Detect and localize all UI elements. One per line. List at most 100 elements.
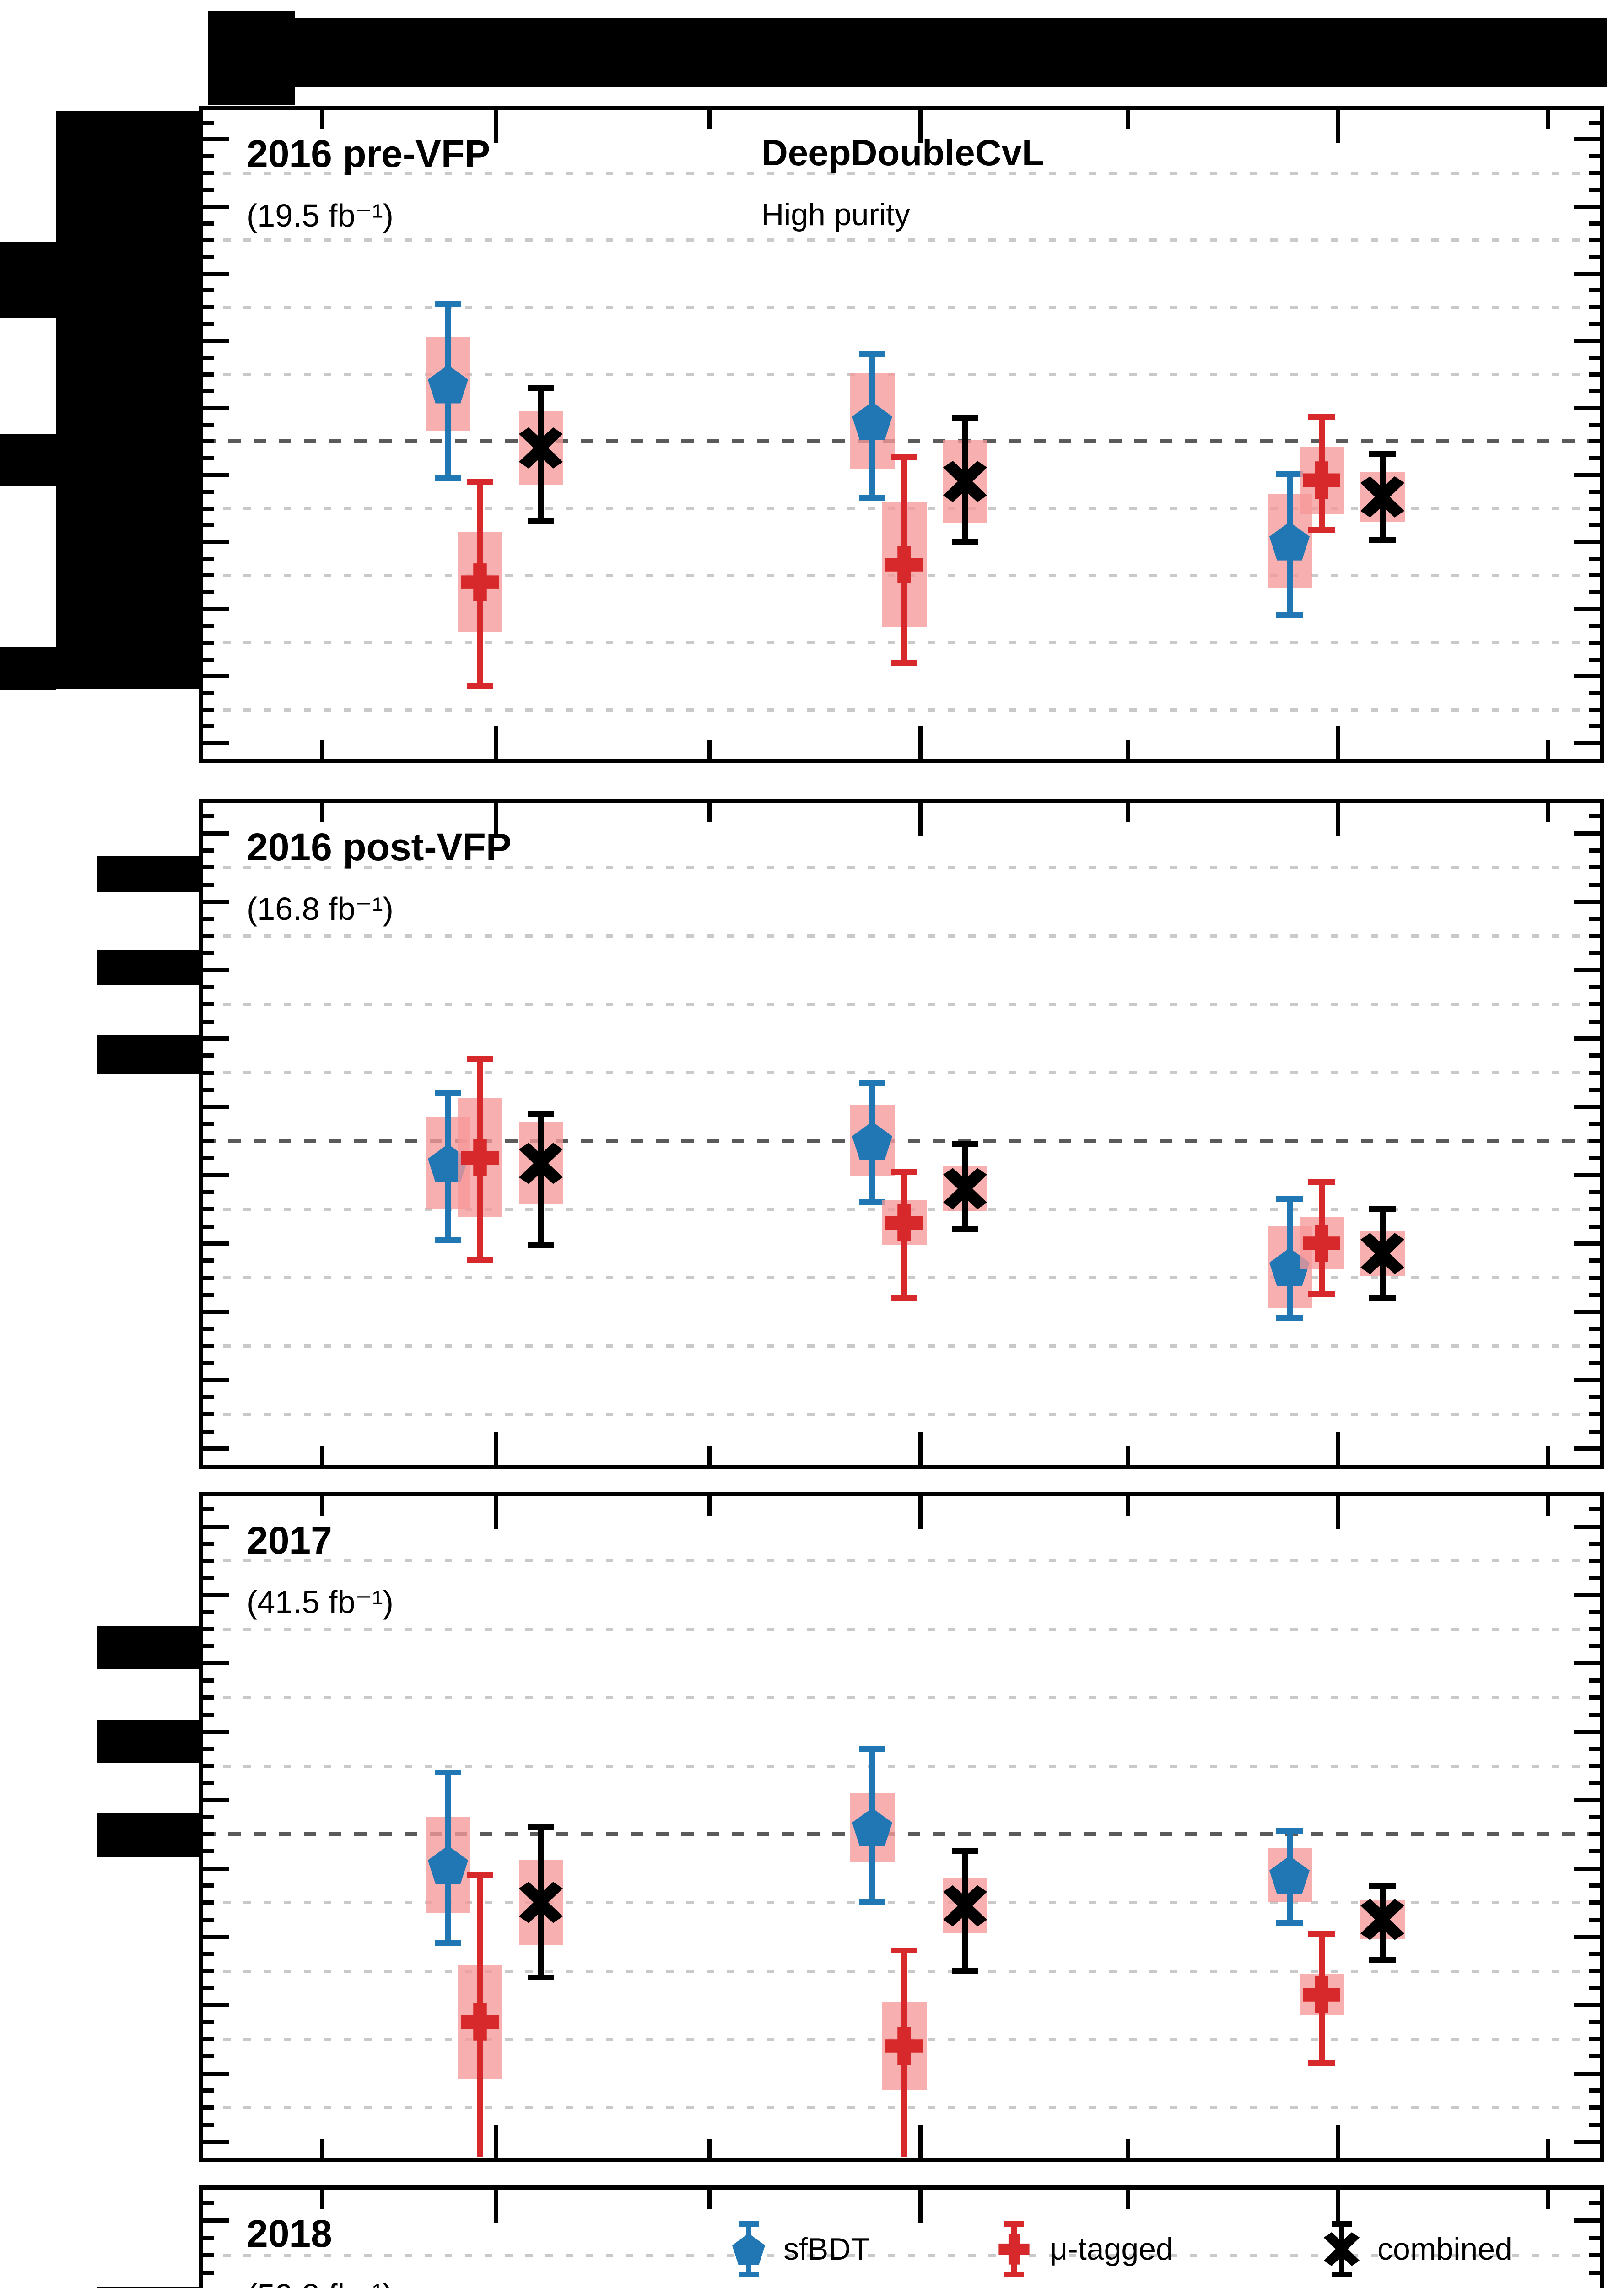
y-tick-right [1589,814,1600,819]
errorbar-cap-top-combined [528,384,554,391]
y-tick-left [203,741,229,745]
gridline [203,1696,1600,1700]
errorbar-cap-bottom-mu_tagged [1308,1291,1335,1298]
redacted-p2-ylabel-3 [97,1035,200,1074]
y-tick-right [1589,1019,1600,1024]
y-tick-left [203,2071,229,2076]
y-tick-right [1574,1446,1600,1451]
y-tick-right [1589,1507,1600,1512]
y-tick-right [1589,1849,1600,1854]
y-tick-left [203,674,229,679]
errorbar-cap-bottom-sfBDT [859,495,885,501]
y-tick-left [203,1139,214,1143]
y-tick-left [203,322,214,326]
y-tick-right [1589,305,1600,309]
y-tick-left [203,1241,229,1246]
panel-lumi: (41.5 fb⁻¹) [247,1584,394,1620]
redacted-p3-ylabel-1 [97,1626,200,1669]
x-tick-top [1336,110,1340,143]
x-tick-top [918,110,923,143]
x-minortick-top [707,1496,712,1516]
y-tick-right [1589,1781,1600,1785]
x-minortick-top [1126,110,1130,129]
y-tick-left [203,1446,229,1451]
y-tick-left [203,1917,214,1922]
y-tick-left [203,657,214,662]
x-minortick-top [707,110,712,129]
errorbar-cap-bottom-sfBDT [435,1940,461,1946]
errorbar-cap-bottom-combined [1369,1957,1396,1964]
y-tick-right [1574,1866,1600,1871]
y-tick-right [1589,1122,1600,1126]
y-tick-right [1589,641,1600,645]
y-tick-left [203,405,229,410]
y-tick-left [203,1019,214,1024]
x-tick-bottom [1336,726,1340,759]
y-tick-right [1589,1293,1600,1297]
y-tick-right [1589,1327,1600,1331]
x-tick-top [918,2190,923,2223]
y-tick-right [1574,2218,1600,2223]
y-tick-left [203,1190,214,1194]
gridline [203,1901,1600,1905]
y-tick-left [203,1258,214,1263]
y-tick-right [1589,1610,1600,1614]
y-tick-left [203,1815,214,1819]
errorbar-cap-top-mu_tagged [1308,414,1335,421]
errorbar-cap-bottom-mu_tagged [467,683,493,689]
y-tick-left [203,188,214,192]
y-tick-right [1589,1678,1600,1683]
y-tick-left [203,2037,214,2042]
y-tick-left [203,2235,214,2240]
y-tick-right [1589,985,1600,989]
x-minortick-bottom [1126,740,1130,759]
y-tick-left [203,339,229,343]
x-minortick-bottom [320,1446,325,1465]
y-tick-left [203,1695,214,1700]
purity-label: High purity [761,197,911,232]
y-tick-left [203,1507,214,1512]
y-tick-left [203,120,214,125]
redacted-p2-ylabel-2 [97,950,200,985]
y-tick-left [203,1087,214,1092]
x-minortick-top [1126,2190,1130,2209]
legend-label-mu_tagged: μ-tagged [1050,2232,1173,2266]
y-tick-left [203,238,214,243]
y-tick-right [1574,204,1600,209]
y-tick-left [203,1798,229,1802]
y-tick-left [203,1627,214,1631]
panel-title: 2016 pre-VFP [247,132,491,175]
y-tick-left [203,439,214,444]
y-tick-right [1589,1900,1600,1905]
x-tick-top [494,110,498,143]
y-tick-left [203,1576,214,1580]
y-tick-right [1589,506,1600,511]
y-tick-right [1589,171,1600,175]
y-tick-right [1589,707,1600,712]
y-tick-right [1589,865,1600,870]
y-tick-right [1574,271,1600,276]
y-tick-right [1574,1378,1600,1382]
x-minortick-bottom [707,2139,712,2158]
gridline [203,1764,1600,1768]
y-tick-right [1589,848,1600,853]
x-tick-bottom [494,2125,498,2158]
y-tick-right [1589,1412,1600,1417]
y-tick-right [1589,1207,1600,1212]
errorbar-cap-bottom-mu_tagged [1308,527,1335,534]
y-tick-left [203,1002,214,1007]
y-tick-right [1589,691,1600,696]
panel-2017: 2017 (41.5 fb⁻¹) [199,1492,1604,2162]
y-tick-right [1589,1139,1600,1143]
x-minortick-top [320,1496,325,1516]
x-minortick-top [1545,803,1550,822]
y-tick-right [1589,2235,1600,2240]
y-tick-left [203,1729,229,1734]
y-tick-left [203,1986,214,1991]
errorbar-cap-top-combined [952,415,978,421]
y-tick-right [1589,556,1600,561]
y-tick-left [203,1156,214,1160]
y-tick-left [203,814,214,819]
y-tick-left [203,556,214,561]
y-tick-right [1589,1986,1600,1991]
